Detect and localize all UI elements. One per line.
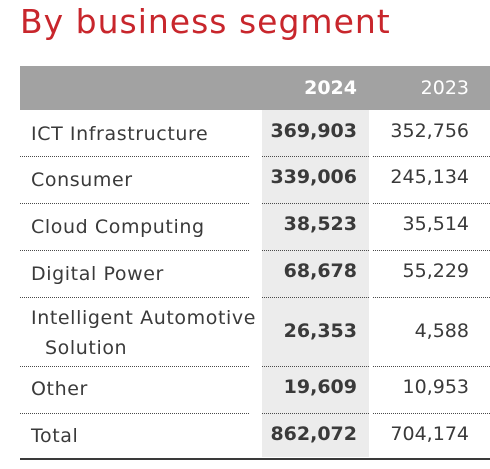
value-2024: 38,523 [283, 213, 357, 235]
table-row: Intelligent Automotive Solution 26,353 4… [20, 298, 490, 366]
value-2024: 862,072 [270, 423, 357, 445]
row-label: Consumer [31, 169, 133, 191]
table-row: ICT Infrastructure 369,903 352,756 [20, 110, 490, 156]
value-2023: 245,134 [390, 166, 469, 188]
table-row: Other 19,609 10,953 [20, 367, 490, 413]
table-row: Consumer 339,006 245,134 [20, 157, 490, 203]
value-2024: 68,678 [283, 260, 357, 282]
segment-table: 2024 2023 ICT Infrastructure 369,903 352… [20, 66, 490, 460]
value-2023: 55,229 [402, 260, 469, 282]
value-2024: 26,353 [283, 320, 357, 342]
row-label: Other [31, 378, 88, 400]
value-2023: 352,756 [390, 120, 469, 142]
value-2023: 10,953 [402, 376, 469, 398]
row-label-line1: Intelligent Automotive [31, 307, 257, 329]
table-row: Digital Power 68,678 55,229 [20, 251, 490, 297]
header-2024: 2024 [304, 77, 357, 99]
row-label: Cloud Computing [31, 216, 205, 238]
table-row: Cloud Computing 38,523 35,514 [20, 204, 490, 250]
value-2023: 704,174 [390, 423, 469, 445]
row-label: ICT Infrastructure [31, 123, 209, 145]
row-label: Total [31, 425, 79, 447]
value-2024: 19,609 [283, 376, 357, 398]
value-2023: 4,588 [414, 320, 469, 342]
row-label: Digital Power [31, 263, 164, 285]
header-2023: 2023 [420, 77, 469, 99]
table-header: 2024 2023 [20, 66, 490, 110]
page-title: By business segment [20, 2, 391, 41]
row-label-line2: Solution [45, 337, 128, 359]
highlight-column-2024 [262, 110, 369, 457]
table-row-total: Total 862,072 704,174 [20, 414, 490, 458]
value-2024: 339,006 [270, 166, 357, 188]
table-bottom-rule [20, 458, 490, 460]
value-2023: 35,514 [402, 213, 469, 235]
value-2024: 369,903 [270, 120, 357, 142]
row-label: Intelligent Automotive Solution [31, 303, 261, 363]
